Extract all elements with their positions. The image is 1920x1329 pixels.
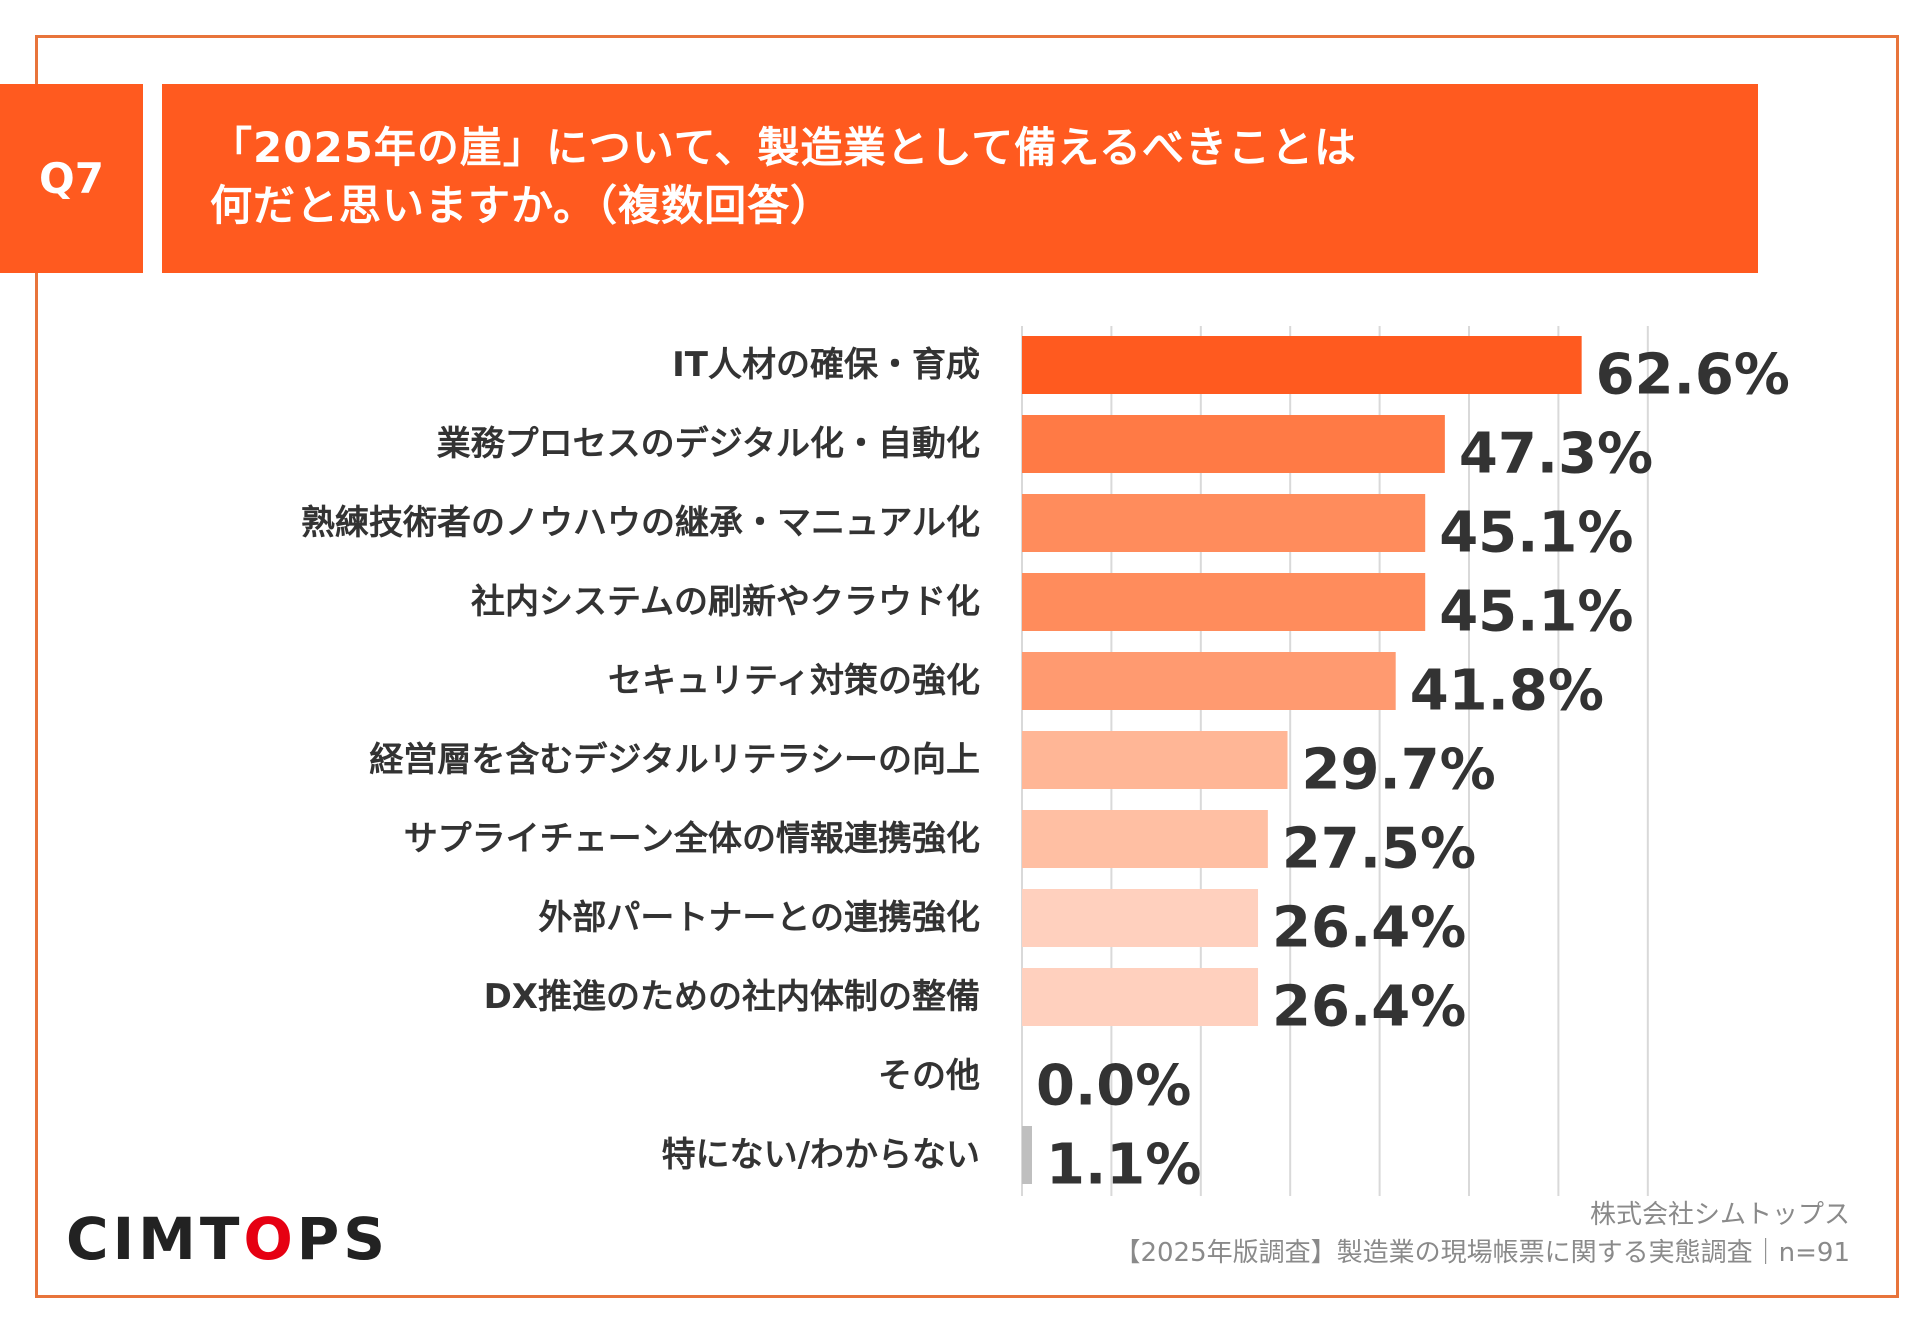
category-label: その他 (878, 1056, 980, 1096)
bar (1022, 573, 1426, 631)
value-label: 45.1% (1439, 501, 1633, 566)
survey-caption: 【2025年版調査】製造業の現場帳票に関する実態調査｜n=91 (1114, 1238, 1850, 1268)
value-labels: 62.6% 47.3% 45.1% 45.1% 41.8% 29.7% 27.5% 26.4%… (1036, 343, 1790, 1198)
logo-o-mark: O (243, 1205, 297, 1273)
chart-frame (35, 35, 1899, 1298)
bar (1022, 415, 1445, 473)
value-label: 47.3% (1459, 422, 1653, 487)
cimtops-logo: CIMTOPS (66, 1210, 389, 1268)
bar (1022, 810, 1268, 868)
category-label: 熟練技術者のノウハウの継承・マニュアル化 (301, 503, 980, 543)
category-label: 業務プロセスのデジタル化・自動化 (437, 424, 980, 464)
bar (1022, 1126, 1032, 1184)
value-label: 26.4% (1272, 896, 1466, 961)
logo-text-right: PS (296, 1205, 390, 1273)
question-label: Q7 (0, 84, 143, 273)
category-labels: IT人材の確保・育成業務プロセスのデジタル化・自動化熟練技術者のノウハウの継承・… (301, 345, 980, 1175)
bar (1022, 889, 1259, 947)
bar (1022, 336, 1582, 394)
title-line-2: 何だと思いますか。（複数回答） (210, 181, 834, 230)
value-label: 41.8% (1410, 659, 1604, 724)
category-label: 社内システムの刷新やクラウド化 (471, 582, 980, 622)
category-label: 特にない/わからない (662, 1135, 980, 1175)
value-label: 62.6% (1596, 343, 1790, 408)
category-label: 経営層を含むデジタルリテラシーの向上 (369, 740, 980, 780)
value-label: 26.4% (1272, 975, 1466, 1040)
bars (1022, 336, 1582, 1184)
category-label: IT人材の確保・育成 (672, 345, 980, 385)
bar (1022, 968, 1259, 1026)
title-line-1: 「2025年の崖」について、製造業として備えるべきことは (210, 123, 1358, 172)
value-label: 1.1% (1046, 1133, 1201, 1198)
title-banner: 「2025年の崖」について、製造業として備えるべきことは 何だと思いますか。（複… (162, 84, 1758, 273)
company-name: 株式会社シムトップス (1589, 1200, 1850, 1230)
category-label: 外部パートナーとの連携強化 (538, 898, 980, 938)
bar (1022, 652, 1396, 710)
category-label: サプライチェーン全体の情報連携強化 (404, 819, 980, 859)
value-label: 29.7% (1302, 738, 1496, 803)
value-label: 27.5% (1282, 817, 1476, 882)
value-label: 45.1% (1439, 580, 1633, 645)
bar (1022, 494, 1426, 552)
category-label: セキュリティ対策の強化 (608, 661, 980, 701)
value-label: 0.0% (1036, 1054, 1191, 1119)
category-label: DX推進のための社内体制の整備 (484, 977, 980, 1017)
bar (1022, 731, 1288, 789)
logo-text-left: CIMT (66, 1205, 244, 1273)
